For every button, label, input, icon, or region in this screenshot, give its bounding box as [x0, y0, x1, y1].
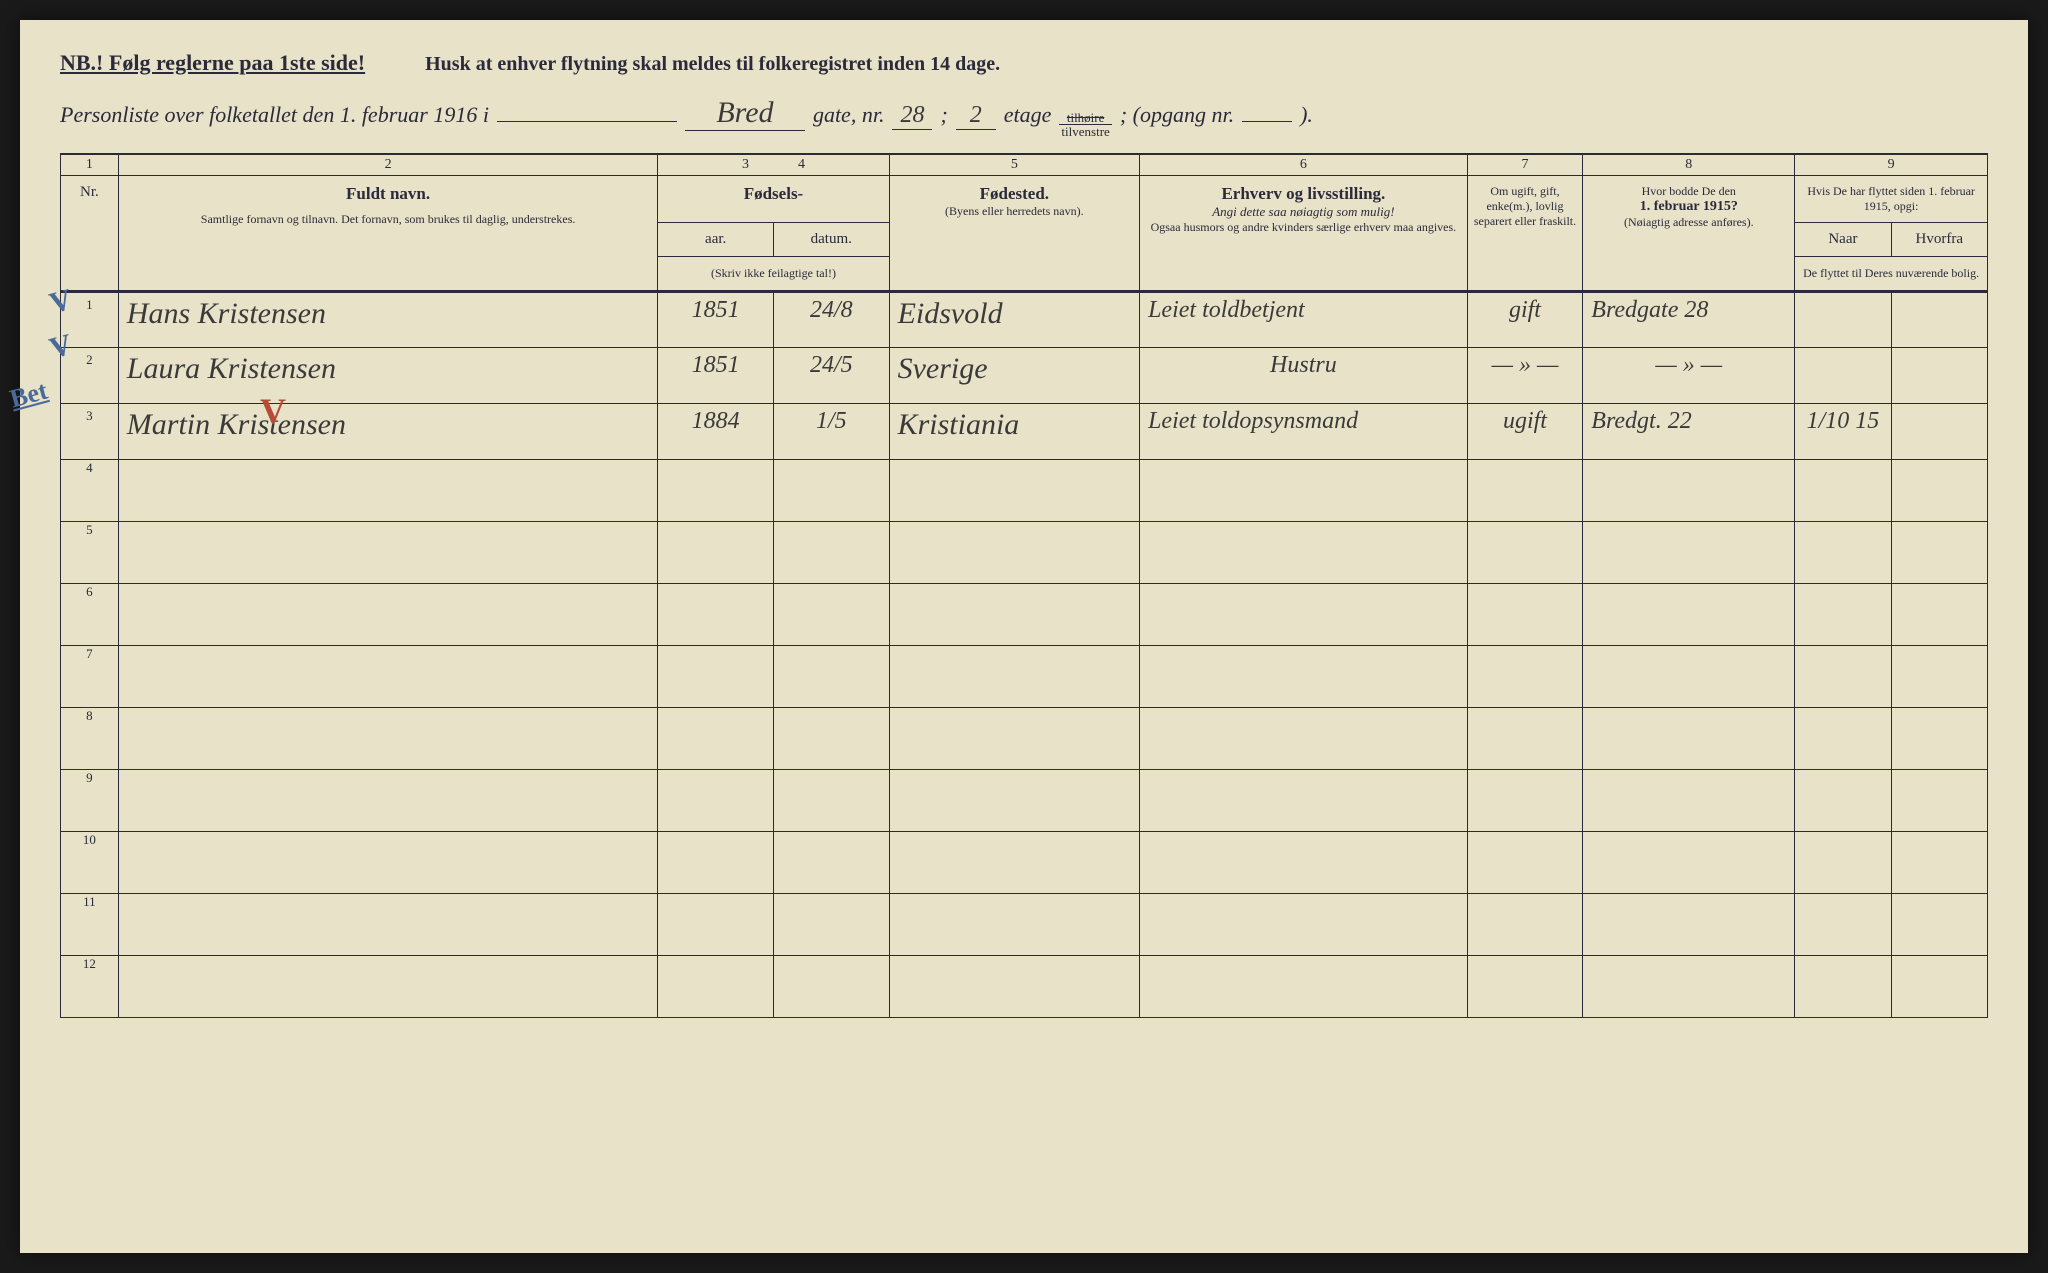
fraction-top: tilhøire: [1059, 111, 1111, 125]
header-aar: aar.: [658, 223, 774, 257]
cell-naar: [1795, 348, 1891, 404]
header-fodsels: Fødsels-: [658, 176, 889, 223]
row-nr: 7: [61, 646, 119, 708]
etage-number: 2: [956, 102, 996, 130]
census-form-page: V V Bet V NB.! Følg reglerne paa 1ste si…: [20, 20, 2028, 1253]
header-nr: Nr.: [61, 176, 119, 292]
table-row: 3 Martin Kristensen 1884 1/5 Kristiania …: [61, 404, 1988, 460]
opgang-label: ; (opgang nr.: [1120, 102, 1234, 128]
red-checkmark: V: [260, 390, 286, 432]
header-ugift: Om ugift, gift, enke(m.), lovlig separer…: [1467, 176, 1583, 292]
census-table: 1 2 3 4 5 6 7 8 9 Nr. Fuldt navn. Samtli…: [60, 153, 1988, 1018]
colnum-5: 5: [889, 154, 1140, 176]
cell-datum: 1/5: [773, 404, 889, 460]
row-nr: 12: [61, 956, 119, 1018]
gate-label: gate, nr.: [813, 102, 885, 128]
header-navn: Fuldt navn. Samtlige fornavn og tilnavn.…: [118, 176, 658, 292]
header-top-line: NB.! Følg reglerne paa 1ste side! Husk a…: [60, 50, 1988, 76]
colnum-6: 6: [1140, 154, 1468, 176]
table-row-empty: 6: [61, 584, 1988, 646]
header-flyttet-sub: De flyttet til Deres nuværende bolig.: [1795, 257, 1988, 292]
gate-number: 28: [892, 102, 932, 130]
column-number-row: 1 2 3 4 5 6 7 8 9: [61, 154, 1988, 176]
cell-bodde: — » —: [1583, 348, 1795, 404]
husk-instruction: Husk at enhver flytning skal meldes til …: [425, 53, 1000, 76]
cell-hvorfra: [1891, 292, 1987, 348]
cell-aar: 1851: [658, 348, 774, 404]
cell-navn: Martin Kristensen: [118, 404, 658, 460]
subtitle-prefix: Personliste over folketallet den 1. febr…: [60, 102, 489, 128]
table-row: 1 Hans Kristensen 1851 24/8 Eidsvold Lei…: [61, 292, 1988, 348]
cell-navn: Laura Kristensen: [118, 348, 658, 404]
colnum-7: 7: [1467, 154, 1583, 176]
cell-ugift: — » —: [1467, 348, 1583, 404]
cell-naar: 1/10 15: [1795, 404, 1891, 460]
street-name: Bred: [685, 96, 805, 131]
row-nr: 9: [61, 770, 119, 832]
table-row: 2 Laura Kristensen 1851 24/5 Sverige Hus…: [61, 348, 1988, 404]
colnum-9: 9: [1795, 154, 1988, 176]
cell-ugift: ugift: [1467, 404, 1583, 460]
cell-aar: 1884: [658, 404, 774, 460]
semicolon: ;: [940, 102, 947, 128]
etage-label: etage: [1004, 102, 1052, 128]
colnum-2: 2: [118, 154, 658, 176]
header-datum: datum.: [773, 223, 889, 257]
cell-aar: 1851: [658, 292, 774, 348]
row-nr: 11: [61, 894, 119, 956]
cell-fodested: Eidsvold: [889, 292, 1140, 348]
header-erhverv: Erhverv og livsstilling. Angi dette saa …: [1140, 176, 1468, 292]
subtitle-line: Personliste over folketallet den 1. febr…: [60, 96, 1988, 138]
cell-bodde: Bredgate 28: [1583, 292, 1795, 348]
cell-erhverv: Hustru: [1140, 348, 1468, 404]
header-fodsels-sub: (Skriv ikke feilagtige tal!): [658, 257, 889, 292]
fraction-bottom: tilvenstre: [1059, 125, 1111, 138]
cell-naar: [1795, 292, 1891, 348]
opgang-close: ).: [1300, 102, 1313, 128]
table-row-empty: 9: [61, 770, 1988, 832]
cell-datum: 24/5: [773, 348, 889, 404]
header-row-1: Nr. Fuldt navn. Samtlige fornavn og tiln…: [61, 176, 1988, 223]
row-nr: 8: [61, 708, 119, 770]
cell-fodested: Kristiania: [889, 404, 1140, 460]
cell-bodde: Bredgt. 22: [1583, 404, 1795, 460]
colnum-8: 8: [1583, 154, 1795, 176]
header-fodested: Fødested. (Byens eller herredets navn).: [889, 176, 1140, 292]
table-row-empty: 7: [61, 646, 1988, 708]
header-bodde: Hvor bodde De den 1. februar 1915? (Nøia…: [1583, 176, 1795, 292]
margin-note: Bet: [7, 376, 51, 415]
table-row-empty: 10: [61, 832, 1988, 894]
header-hvorfra: Hvorfra: [1891, 223, 1987, 257]
table-row-empty: 12: [61, 956, 1988, 1018]
table-row-empty: 4: [61, 460, 1988, 522]
cell-navn: Hans Kristensen: [118, 292, 658, 348]
table-row-empty: 11: [61, 894, 1988, 956]
nb-instruction: NB.! Følg reglerne paa 1ste side!: [60, 50, 365, 76]
cell-hvorfra: [1891, 404, 1987, 460]
colnum-1: 1: [61, 154, 119, 176]
header-naar: Naar: [1795, 223, 1891, 257]
cell-erhverv: Leiet toldopsynsmand: [1140, 404, 1468, 460]
cell-fodested: Sverige: [889, 348, 1140, 404]
header-flyttet: Hvis De har flyttet siden 1. februar 191…: [1795, 176, 1988, 223]
table-row-empty: 5: [61, 522, 1988, 584]
row-nr: 4: [61, 460, 119, 522]
side-fraction: tilhøire tilvenstre: [1059, 111, 1111, 138]
row-nr: 3: [61, 404, 119, 460]
cell-ugift: gift: [1467, 292, 1583, 348]
row-nr: 6: [61, 584, 119, 646]
cell-erhverv: Leiet toldbetjent: [1140, 292, 1468, 348]
table-row-empty: 8: [61, 708, 1988, 770]
colnum-3-4: 3 4: [658, 154, 889, 176]
row-nr: 10: [61, 832, 119, 894]
cell-hvorfra: [1891, 348, 1987, 404]
cell-datum: 24/8: [773, 292, 889, 348]
opgang-number: [1242, 121, 1292, 122]
row-nr: 5: [61, 522, 119, 584]
